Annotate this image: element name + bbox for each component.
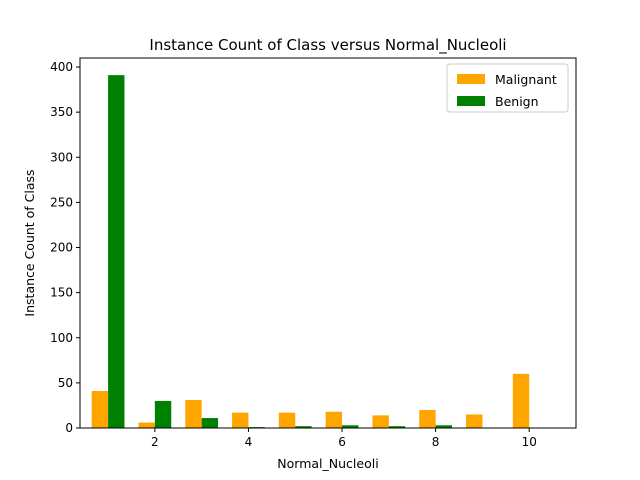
y-tick-label: 150 [50,286,73,300]
bar-benign-7 [388,426,406,428]
x-tick-label: 4 [245,435,253,449]
y-tick-label: 0 [65,421,73,435]
x-tick-label: 6 [338,435,346,449]
bar-benign-8 [435,425,452,428]
bar-malignant-3 [185,400,202,428]
bar-benign-2 [154,400,172,428]
y-axis-label: Instance Count of Class [22,169,37,316]
y-tick-label: 250 [50,195,73,209]
x-tick-label: 10 [522,435,537,449]
plot-frame [79,57,577,429]
x-tick-label: 8 [432,435,440,449]
y-tick-label: 200 [50,241,73,255]
legend-label-benign: Benign [495,94,539,109]
y-tick-label: 50 [58,376,73,390]
legend-swatch-malignant [457,74,485,84]
legend-swatch-benign [457,96,485,106]
legend-label-malignant: Malignant [495,72,557,87]
bar-benign-3 [201,418,219,428]
x-axis-ticks: 2 4 6 8 10 [151,428,537,449]
chart-title: Instance Count of Class versus Normal_Nu… [149,36,506,55]
bar-benign-1 [108,75,125,429]
bars [91,75,530,429]
bar-malignant-9 [466,414,483,428]
bar-malignant-5 [278,412,296,428]
bar-malignant-8 [419,409,436,428]
x-axis-label: Normal_Nucleoli [277,456,378,471]
bar-malignant-10 [512,373,530,428]
y-tick-label: 300 [50,150,73,164]
bar-benign-6 [342,425,359,428]
bar-benign-5 [295,426,312,428]
bar-malignant-2 [138,422,155,428]
y-tick-label: 350 [50,105,73,119]
y-tick-label: 400 [50,60,73,74]
x-tick-label: 2 [151,435,159,449]
legend: Malignant Benign [446,63,569,113]
bar-malignant-6 [325,411,343,428]
bar-malignant-7 [372,415,389,428]
y-axis-ticks: 0 50 100 150 200 250 300 350 400 [50,60,80,435]
y-tick-label: 100 [50,331,73,345]
bar-malignant-4 [232,412,249,428]
bar-malignant-1 [91,391,109,428]
